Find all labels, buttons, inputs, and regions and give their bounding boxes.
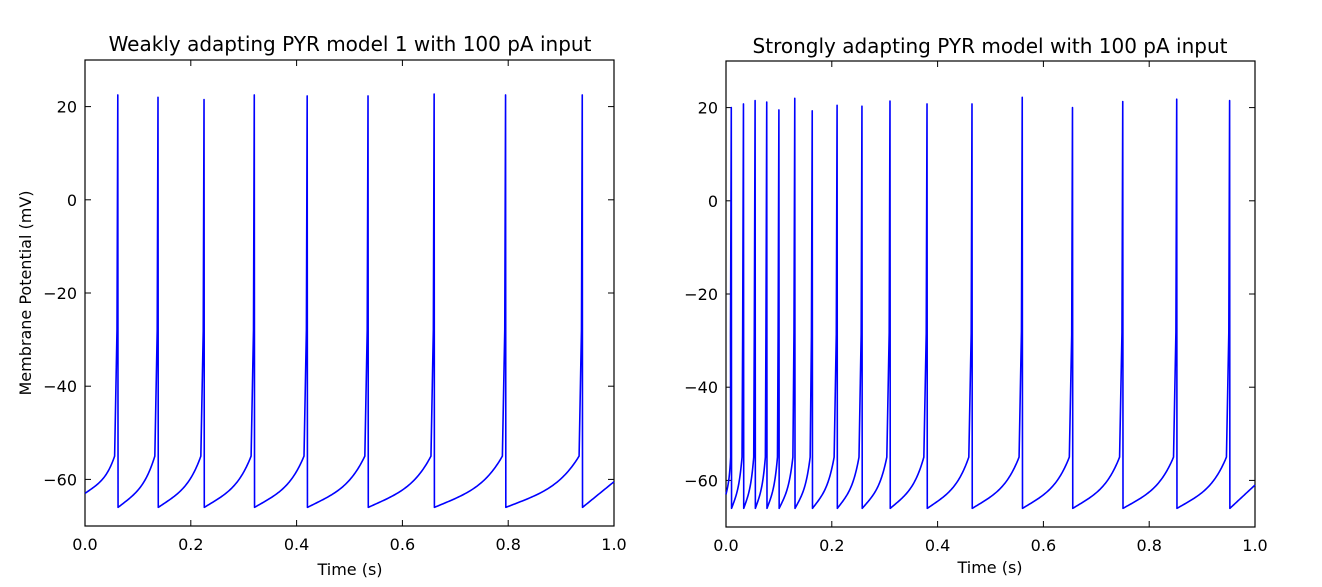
right-x-tick-label: 0.2 bbox=[819, 536, 844, 555]
right-x-tick-label: 1.0 bbox=[1242, 536, 1267, 555]
left-plot-frame bbox=[84, 59, 615, 527]
left-x-axis-label: Time (s) bbox=[316, 560, 382, 579]
left-y-tick-label: −60 bbox=[43, 470, 77, 489]
left-x-tick-label: 0.0 bbox=[72, 535, 97, 554]
right-membrane-trace bbox=[725, 96, 1256, 510]
right-chart-title: Strongly adapting PYR model with 100 pA … bbox=[753, 34, 1228, 58]
right-x-tick-label: 0.4 bbox=[925, 536, 950, 555]
right-y-tick-label: −20 bbox=[684, 285, 718, 304]
left-y-tick-label: −40 bbox=[43, 377, 77, 396]
right-x-tick-label: 0.0 bbox=[713, 536, 738, 555]
right-chart-panel: Strongly adapting PYR model with 100 pA … bbox=[684, 34, 1267, 577]
left-y-tick-label: −20 bbox=[43, 284, 77, 303]
right-x-tick-label: 0.6 bbox=[1031, 536, 1056, 555]
left-x-tick-label: 0.4 bbox=[284, 535, 309, 554]
right-axis-ticks: 0.0 0.2 0.4 0.6 0.8 1.0 −60 −40 −20 0 20 bbox=[684, 61, 1268, 555]
left-x-tick-label: 1.0 bbox=[601, 535, 626, 554]
right-y-tick-label: −60 bbox=[684, 471, 718, 490]
right-x-axis-label: Time (s) bbox=[956, 558, 1022, 577]
left-axis-ticks: 0.0 0.2 0.4 0.6 0.8 1.0 −60 −40 −20 0 20 bbox=[43, 60, 627, 554]
left-chart-title: Weakly adapting PYR model 1 with 100 pA … bbox=[109, 32, 592, 56]
right-x-tick-label: 0.8 bbox=[1136, 536, 1161, 555]
left-chart-panel: Weakly adapting PYR model 1 with 100 pA … bbox=[16, 32, 627, 579]
left-x-tick-label: 0.8 bbox=[495, 535, 520, 554]
left-x-tick-label: 0.2 bbox=[178, 535, 203, 554]
left-membrane-trace bbox=[84, 93, 615, 509]
right-y-tick-label: 0 bbox=[708, 192, 718, 211]
left-x-tick-label: 0.6 bbox=[390, 535, 415, 554]
left-y-tick-label: 0 bbox=[67, 191, 77, 210]
left-y-axis-label: Membrane Potential (mV) bbox=[16, 190, 35, 395]
right-y-tick-label: 20 bbox=[698, 99, 718, 118]
left-y-tick-label: 20 bbox=[57, 98, 77, 117]
right-y-tick-label: −40 bbox=[684, 378, 718, 397]
